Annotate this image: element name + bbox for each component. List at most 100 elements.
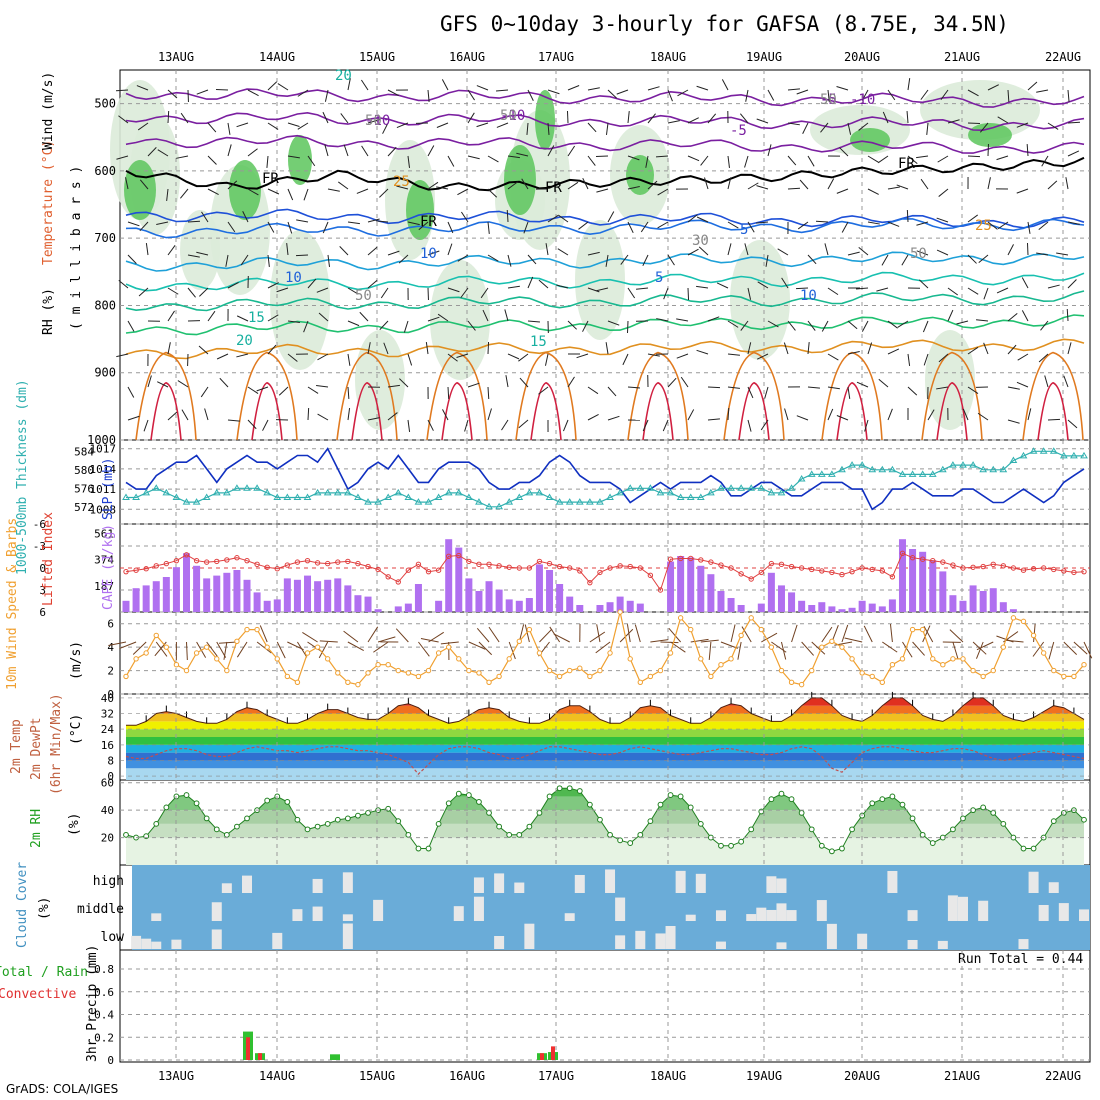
wind-barb (387, 89, 399, 96)
wind-barb-10m (708, 641, 712, 660)
thickness-point (787, 484, 796, 491)
wind-barb (147, 375, 152, 388)
rh-blob-high (406, 180, 434, 240)
wind-barb-10m (488, 626, 500, 643)
wind-barb (740, 320, 749, 331)
wind-barb (219, 377, 229, 388)
lifted-index-point (738, 571, 744, 577)
wind-barb (920, 89, 929, 100)
wind-barb (307, 155, 316, 167)
wind-barb (824, 243, 829, 256)
thickness-point (767, 488, 776, 496)
cape-bar (687, 557, 695, 612)
wind-barb (442, 409, 449, 421)
wind-barb-10m (318, 641, 329, 659)
wind-speed-point (587, 673, 593, 680)
cape-bar (677, 556, 685, 612)
thickness-point (545, 493, 554, 500)
wind-barb (367, 417, 380, 421)
date-label-bottom: 17AUG (538, 1069, 574, 1083)
wind-barb (680, 376, 689, 388)
lifted-index-point (829, 569, 835, 576)
wind-speed-point (1061, 673, 1067, 680)
wind-barb-10m (761, 632, 778, 643)
cloud-cell (605, 869, 616, 893)
date-label-bottom: 20AUG (844, 1069, 880, 1083)
rh-point (929, 840, 936, 846)
wind-barb (127, 320, 135, 332)
rh-point (526, 823, 533, 830)
cloud-cell (776, 942, 787, 949)
wind-barb (347, 78, 351, 91)
wind-barb-10m (589, 631, 606, 643)
rh-point (425, 845, 432, 852)
rh-point (677, 793, 684, 800)
rh-point (1060, 810, 1067, 816)
isotherm-35 (530, 381, 562, 441)
thickness-point (434, 493, 443, 500)
rh-point (657, 801, 664, 808)
wind-barb (867, 188, 879, 195)
wind-barb (295, 254, 309, 257)
lifted-index-point (839, 571, 845, 578)
lifted-index-point (597, 569, 603, 576)
axis-label-temp: 2m Temp (9, 719, 24, 774)
wind-barb (887, 408, 893, 421)
cape-bar (354, 595, 362, 612)
thickness-point (969, 461, 977, 468)
rh-point (1000, 820, 1007, 827)
wind-speed-point (546, 667, 553, 674)
cloud-cell (635, 930, 646, 949)
wind-barb (347, 320, 360, 327)
thickness-point (737, 484, 746, 491)
wind-barb (198, 345, 209, 355)
wind-barb (656, 318, 669, 322)
cape-bar (989, 588, 997, 612)
cloud-cell (342, 923, 353, 949)
wind-barb (1044, 375, 1049, 388)
wind-barb (467, 320, 476, 331)
wind-speed-point (1081, 662, 1087, 668)
wind-barb (247, 89, 259, 97)
wind-barb (1016, 188, 1029, 194)
wind-barb (1007, 386, 1020, 390)
wind-barb (324, 144, 329, 157)
wind-barb-10m (668, 628, 682, 643)
precip-tick: 0.6 (94, 986, 114, 999)
wind-speed-point (536, 650, 543, 656)
lifted-index-point (879, 568, 886, 574)
lifted-index-point (244, 557, 250, 564)
rh-point (889, 793, 896, 800)
thickness-point (192, 498, 201, 505)
wind-barb (167, 287, 179, 295)
wind-barb-10m (1063, 641, 1078, 655)
wind-barb-10m (650, 639, 669, 643)
lifted-index-point (637, 565, 643, 571)
wind-barb (587, 87, 600, 91)
wind-barb (622, 353, 629, 366)
wind-barb (227, 122, 231, 135)
wind-barb (1016, 381, 1029, 388)
cloud-cell (312, 906, 323, 921)
wind-speed-point (224, 667, 230, 674)
wind-barb (667, 377, 677, 388)
wind-barb (739, 113, 749, 124)
wind-barb (327, 254, 331, 267)
wind-barb (662, 419, 669, 432)
cloud-cell (937, 940, 948, 949)
wind-barb (907, 155, 918, 164)
thickness-point (253, 484, 261, 491)
thickness-point (686, 493, 695, 500)
wind-barb (286, 243, 289, 256)
lifted-index-point (274, 566, 280, 572)
wind-barb (200, 386, 209, 398)
wind-barb (287, 188, 294, 201)
contour-label: FR (545, 180, 562, 196)
wind-barb (677, 89, 689, 97)
wind-speed-point (314, 644, 321, 650)
wind-barb-10m (1083, 641, 1093, 659)
cape-bar (596, 605, 604, 612)
wind-barb (157, 381, 169, 388)
rh-band (126, 837, 1084, 865)
pressure-tick: 800 (94, 298, 116, 312)
